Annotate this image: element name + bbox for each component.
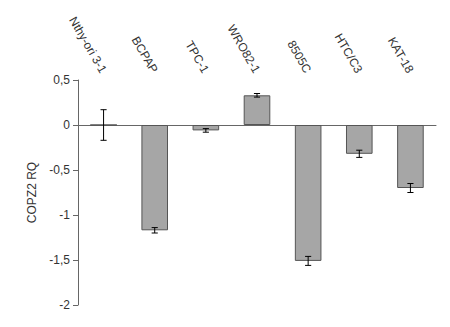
svg-text:-1,5: -1,5 bbox=[49, 253, 70, 267]
svg-text:KAT-18: KAT-18 bbox=[385, 35, 417, 76]
svg-text:0,5: 0,5 bbox=[53, 73, 70, 87]
svg-text:WRO82-1: WRO82-1 bbox=[224, 22, 263, 75]
svg-text:HTC/C3: HTC/C3 bbox=[332, 31, 366, 76]
svg-text:-0,5: -0,5 bbox=[49, 163, 70, 177]
svg-text:BCPAP: BCPAP bbox=[129, 34, 161, 75]
svg-text:8505C: 8505C bbox=[284, 38, 314, 76]
svg-text:TPC-1: TPC-1 bbox=[182, 39, 212, 76]
svg-text:-1: -1 bbox=[59, 208, 70, 222]
svg-text:0: 0 bbox=[63, 118, 70, 132]
svg-text:-2: -2 bbox=[59, 298, 70, 312]
svg-text:Nthy-ori 3-1: Nthy-ori 3-1 bbox=[66, 14, 110, 76]
svg-text:COPZ2 RQ: COPZ2 RQ bbox=[25, 162, 39, 223]
